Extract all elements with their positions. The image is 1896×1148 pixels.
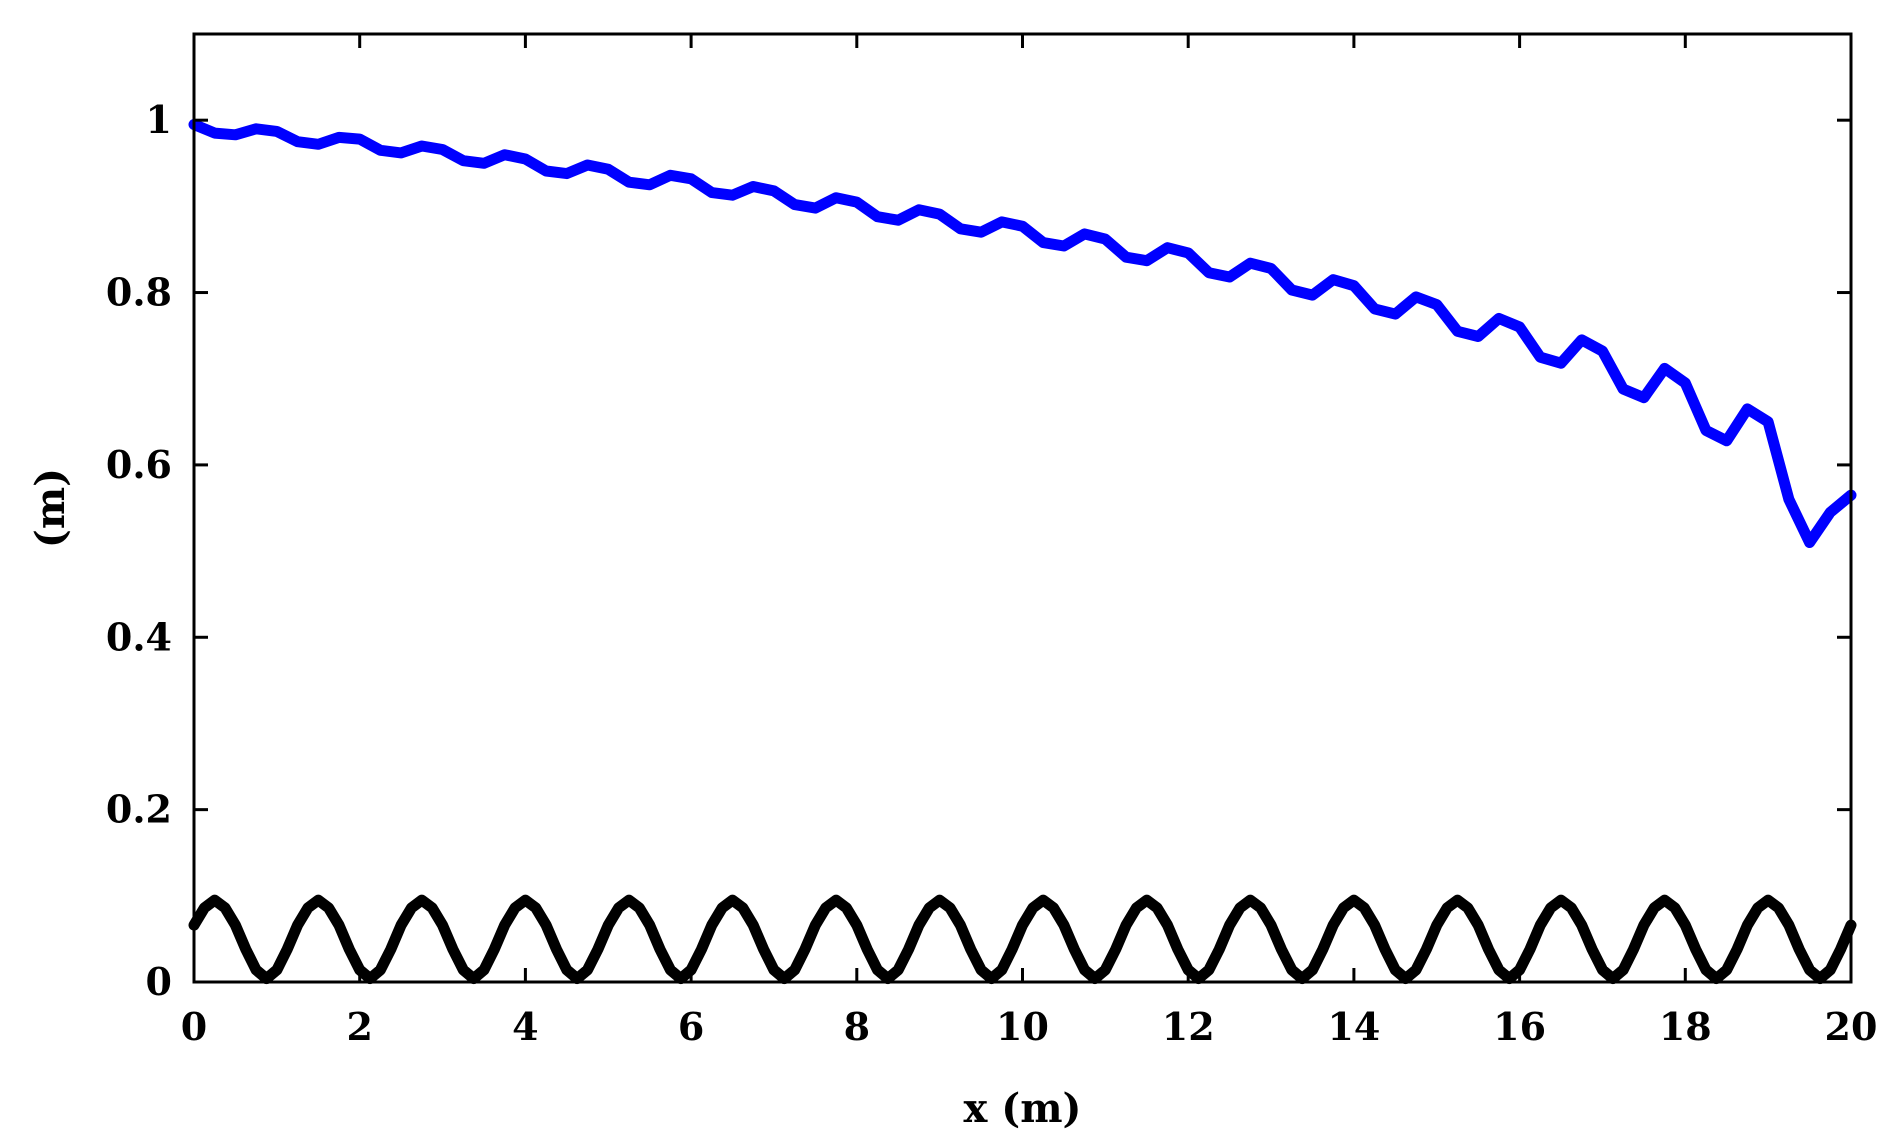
series-line-1 bbox=[188, 119, 1857, 548]
series-layer bbox=[188, 119, 1857, 985]
tick-labels: 0 2 4 6 8 10 12 14 16 18 20 0 0.2 0.4 0.6 0.8 1 bbox=[106, 97, 1878, 1049]
x-tick-label: 20 bbox=[1825, 1004, 1878, 1049]
x-tick-label: 10 bbox=[996, 1004, 1049, 1049]
x-tick-label: 6 bbox=[678, 1004, 704, 1049]
y-tick-label: 1 bbox=[146, 97, 172, 142]
plot-frame bbox=[192, 32, 1853, 984]
x-tick-label: 14 bbox=[1327, 1004, 1380, 1049]
y-tick-label: 0.6 bbox=[106, 442, 172, 487]
x-tick-label: 12 bbox=[1162, 1004, 1215, 1049]
y-tick-label: 0.4 bbox=[106, 614, 172, 659]
x-axis-label: x (m) bbox=[964, 1085, 1082, 1132]
x-tick-label: 0 bbox=[181, 1004, 207, 1049]
x-tick-label: 8 bbox=[844, 1004, 870, 1049]
x-tick-label: 2 bbox=[346, 1004, 372, 1049]
y-tick-label: 0.8 bbox=[106, 270, 172, 315]
y-tick-label: 0.2 bbox=[106, 787, 172, 832]
ticks-layer bbox=[192, 34, 1853, 984]
x-tick-label: 4 bbox=[512, 1004, 538, 1049]
x-tick-label: 16 bbox=[1493, 1004, 1546, 1049]
series-line-2 bbox=[188, 894, 1857, 985]
x-tick-label: 18 bbox=[1659, 1004, 1712, 1049]
y-tick-label: 0 bbox=[146, 959, 172, 1004]
y-axis-label: (m) bbox=[27, 468, 74, 548]
